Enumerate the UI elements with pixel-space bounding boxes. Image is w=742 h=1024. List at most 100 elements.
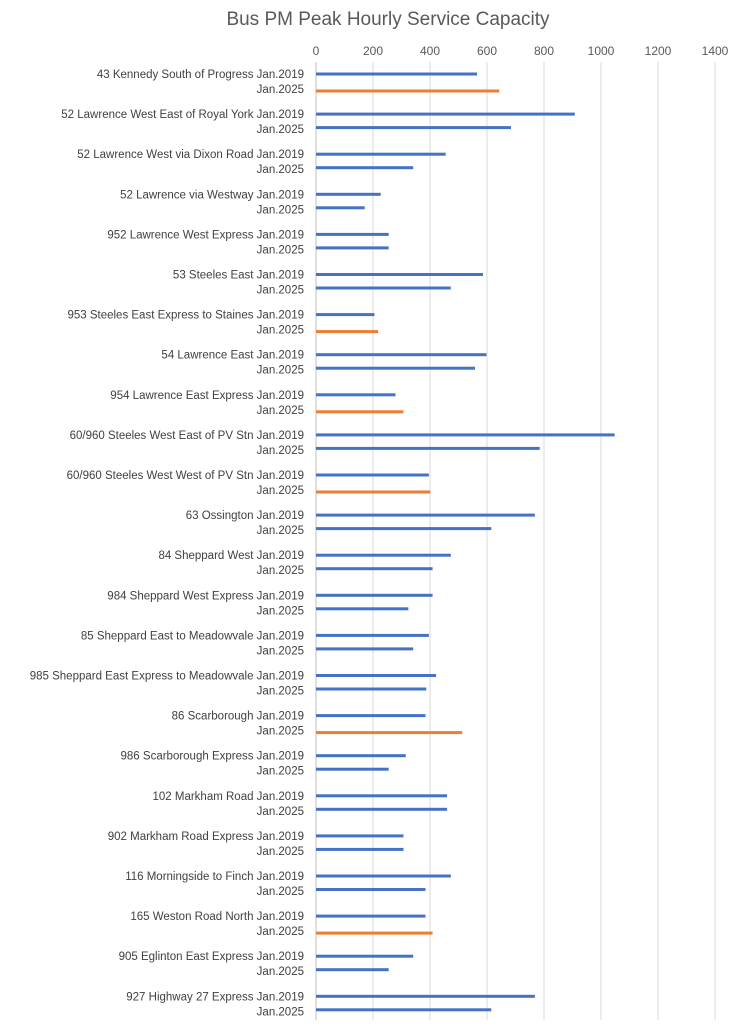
bars	[316, 72, 615, 1012]
x-tick-label: 200	[363, 44, 383, 58]
bar-2025-highlighted	[316, 490, 431, 494]
category-label: 985 Sheppard East Express to Meadowvale …	[30, 671, 304, 683]
category-label: 902 Markham Road Express Jan.2019	[108, 831, 304, 843]
period-label: Jan.2025	[257, 164, 304, 176]
category-label: 52 Lawrence West East of Royal York Jan.…	[61, 109, 304, 121]
bar-2019	[316, 553, 451, 557]
bar-2025-highlighted	[316, 931, 433, 935]
x-tick-label: 600	[477, 44, 497, 58]
category-label: 986 Scarborough Express Jan.2019	[121, 751, 304, 763]
bar-2025	[316, 647, 414, 651]
bar-2025	[316, 607, 409, 611]
category-label: 63 Ossington Jan.2019	[186, 510, 304, 522]
period-label: Jan.2025	[257, 285, 304, 297]
bar-2025	[316, 527, 492, 531]
bar-2019	[316, 874, 451, 878]
bar-2019	[316, 794, 448, 798]
bar-2025	[316, 847, 404, 851]
x-tick-label: 0	[313, 44, 320, 58]
period-label: Jan.2025	[257, 124, 304, 136]
bar-2019	[316, 112, 575, 116]
bar-2019	[316, 433, 615, 437]
bar-2019	[316, 954, 414, 958]
category-label: 116 Morningside to Finch Jan.2019	[125, 871, 304, 883]
category-label: 86 Scarborough Jan.2019	[172, 711, 304, 723]
bar-2019	[316, 674, 436, 677]
bar-2025	[316, 446, 540, 450]
period-label: Jan.2025	[257, 325, 304, 337]
period-label: Jan.2025	[257, 726, 304, 738]
bar-2025-highlighted	[316, 89, 500, 93]
period-label: Jan.2025	[257, 846, 304, 858]
x-tick-label: 800	[534, 44, 554, 58]
bar-2019	[316, 152, 446, 156]
category-label: 53 Steeles East Jan.2019	[173, 270, 304, 282]
category-label: 953 Steeles East Express to Staines Jan.…	[67, 310, 304, 322]
bar-2019	[316, 994, 535, 998]
chart-title: Bus PM Peak Hourly Service Capacity	[226, 9, 550, 30]
category-label: 954 Lawrence East Express Jan.2019	[110, 390, 304, 402]
bar-2025	[316, 126, 511, 130]
bar-2025	[316, 888, 426, 891]
period-label: Jan.2025	[257, 686, 304, 698]
bar-2025	[316, 286, 451, 290]
period-label: Jan.2025	[257, 485, 304, 497]
category-label: 952 Lawrence West Express Jan.2019	[107, 229, 304, 241]
gridlines	[315, 62, 716, 1020]
bar-2019	[316, 473, 429, 477]
bar-2025	[316, 366, 476, 370]
bar-2019	[316, 353, 487, 357]
bar-2025	[316, 1008, 492, 1012]
category-label: 84 Sheppard West Jan.2019	[158, 550, 304, 562]
category-label: 85 Sheppard East to Meadowvale Jan.2019	[81, 630, 304, 642]
bar-2025-highlighted	[316, 330, 379, 334]
category-label: 60/960 Steeles West East of PV Stn Jan.2…	[70, 430, 304, 442]
bar-2019	[316, 513, 535, 517]
x-tick-label: 1000	[588, 44, 615, 58]
bar-2025	[316, 968, 389, 972]
category-label: 52 Lawrence via Westway Jan.2019	[120, 189, 304, 201]
period-label: Jan.2025	[257, 886, 304, 898]
period-label: Jan.2025	[257, 244, 304, 256]
category-labels: 43 Kennedy South of Progress Jan.2019 Jan…	[30, 69, 304, 1018]
bar-2025	[316, 206, 365, 210]
category-label: 54 Lawrence East Jan.2019	[161, 350, 304, 362]
period-label: Jan.2025	[257, 926, 304, 938]
x-tick-label: 1400	[702, 44, 729, 58]
period-label: Jan.2025	[257, 645, 304, 657]
period-label: Jan.2025	[257, 1006, 304, 1018]
bar-2025	[316, 166, 414, 170]
bar-2019	[316, 273, 484, 276]
bar-2025	[316, 246, 389, 250]
bar-2019	[316, 834, 404, 838]
category-label: 905 Eglinton East Express Jan.2019	[119, 951, 304, 963]
category-label: 52 Lawrence West via Dixon Road Jan.2019	[77, 149, 304, 161]
bar-2025-highlighted	[316, 731, 463, 735]
period-label: Jan.2025	[257, 84, 304, 96]
period-label: Jan.2025	[257, 766, 304, 778]
x-tick-label: 1200	[645, 44, 672, 58]
bar-2025-highlighted	[316, 410, 404, 414]
period-label: Jan.2025	[257, 204, 304, 216]
category-label: 927 Highway 27 Express Jan.2019	[126, 991, 304, 1003]
bar-2025	[316, 567, 433, 571]
bar-2019	[316, 593, 433, 597]
bar-2019	[316, 192, 381, 196]
period-label: Jan.2025	[257, 605, 304, 617]
bar-2025	[316, 687, 427, 691]
category-label: 984 Sheppard West Express Jan.2019	[107, 590, 304, 602]
bar-2019	[316, 714, 426, 718]
bar-2025	[316, 767, 389, 771]
bar-2019	[316, 633, 429, 637]
bar-2025	[316, 807, 448, 811]
period-label: Jan.2025	[257, 445, 304, 457]
period-label: Jan.2025	[257, 806, 304, 818]
category-label: 43 Kennedy South of Progress Jan.2019	[97, 69, 304, 81]
bar-2019	[316, 914, 426, 918]
category-label: 165 Weston Road North Jan.2019	[130, 911, 304, 923]
category-label: 60/960 Steeles West West of PV Stn Jan.2…	[67, 470, 304, 482]
x-axis-ticks: 0 200 400 600 800 1000 1200 1400	[313, 44, 729, 58]
category-label: 102 Markham Road Jan.2019	[152, 791, 304, 803]
x-tick-label: 400	[420, 44, 440, 58]
